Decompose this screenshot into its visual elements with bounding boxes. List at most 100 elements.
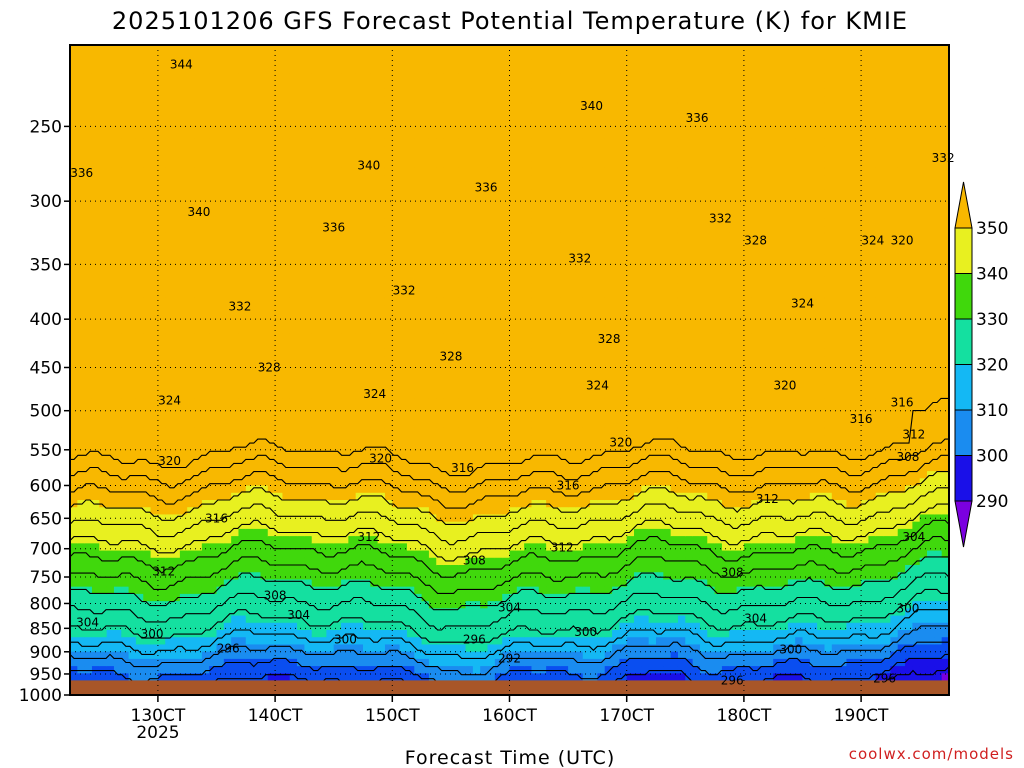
field-cell (428, 550, 437, 559)
field-cell (311, 449, 320, 458)
field-cell (436, 630, 445, 638)
field-cell (106, 138, 115, 147)
field-cell (363, 651, 371, 660)
field-cell (392, 615, 401, 624)
field-cell (113, 305, 122, 313)
field-cell (223, 81, 232, 89)
field-cell (99, 153, 108, 162)
field-cell (231, 211, 240, 219)
field-cell (77, 290, 86, 299)
field-cell (70, 456, 78, 465)
field-cell (179, 211, 188, 219)
field-cell (465, 586, 474, 595)
field-cell (253, 449, 262, 458)
field-cell (319, 254, 327, 263)
field-cell (260, 427, 269, 436)
field-cell (436, 297, 445, 306)
field-cell (443, 528, 452, 537)
field-cell (377, 651, 386, 660)
field-cell (201, 254, 210, 263)
field-cell (319, 398, 327, 407)
field-cell (172, 557, 181, 566)
field-cell (245, 615, 254, 624)
field-cell (216, 102, 225, 111)
field-cell (77, 622, 86, 631)
field-cell (201, 88, 210, 97)
field-cell (282, 312, 291, 321)
field-cell (370, 160, 379, 169)
field-cell (253, 427, 262, 436)
field-cell (91, 268, 100, 277)
field-cell (311, 579, 320, 588)
field-cell (377, 666, 386, 674)
field-cell (267, 435, 276, 443)
field-cell (421, 326, 430, 335)
field-cell (319, 666, 327, 674)
field-cell (253, 160, 262, 169)
field-cell (260, 485, 269, 494)
field-cell (399, 88, 408, 97)
field-cell (348, 319, 357, 328)
field-cell (304, 81, 313, 89)
field-cell (319, 117, 327, 126)
field-cell (216, 637, 225, 646)
field-cell (84, 543, 93, 552)
field-cell (99, 406, 108, 414)
field-cell (370, 225, 379, 234)
field-cell (106, 146, 115, 154)
field-cell (465, 651, 474, 660)
field-cell (465, 124, 474, 133)
field-cell (121, 658, 130, 667)
field-cell (289, 514, 298, 523)
field-cell (458, 391, 467, 400)
field-cell (172, 471, 181, 479)
field-cell (421, 102, 430, 111)
field-cell (311, 593, 320, 602)
field-cell (77, 593, 86, 602)
field-cell (209, 333, 218, 342)
field-cell (70, 579, 78, 588)
field-cell (231, 232, 240, 241)
field-cell (157, 406, 166, 414)
field-cell (143, 406, 152, 414)
field-cell (341, 66, 349, 75)
field-cell (392, 283, 401, 292)
field-cell (223, 341, 232, 349)
field-cell (231, 81, 240, 89)
field-cell (135, 651, 144, 660)
field-cell (77, 673, 86, 682)
field-cell (399, 117, 408, 126)
field-cell (421, 312, 430, 321)
field-cell (297, 218, 305, 227)
field-cell (333, 326, 342, 335)
field-cell (91, 557, 100, 566)
field-cell (304, 644, 313, 653)
field-cell (465, 182, 474, 191)
field-cell (370, 153, 379, 162)
field-cell (260, 240, 269, 248)
field-cell (319, 521, 327, 530)
field-cell (458, 88, 467, 97)
field-cell (465, 117, 474, 126)
field-cell (289, 442, 298, 451)
field-cell (135, 218, 144, 227)
field-cell (223, 673, 232, 682)
field-cell (150, 88, 159, 97)
field-cell (84, 276, 93, 284)
field-cell (267, 355, 276, 364)
field-cell (253, 153, 262, 162)
field-cell (363, 406, 371, 414)
field-cell (450, 651, 459, 660)
field-cell (341, 283, 349, 292)
field-cell (377, 485, 386, 494)
field-cell (458, 268, 467, 277)
field-cell (465, 666, 474, 674)
field-cell (260, 543, 269, 552)
field-cell (355, 608, 364, 617)
field-cell (311, 644, 320, 653)
field-cell (238, 52, 247, 61)
field-cell (91, 102, 100, 111)
field-cell (392, 348, 401, 357)
field-cell (245, 362, 254, 371)
field-cell (91, 73, 100, 82)
